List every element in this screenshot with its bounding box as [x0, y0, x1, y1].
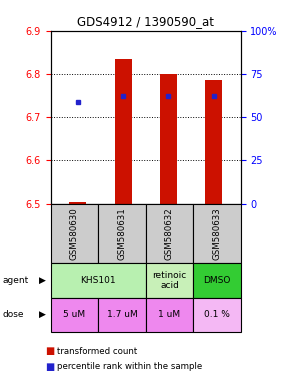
Text: KHS101: KHS101 — [80, 276, 116, 285]
Text: GSM580631: GSM580631 — [117, 207, 126, 260]
Bar — [69, 202, 86, 204]
Text: GSM580630: GSM580630 — [70, 207, 79, 260]
Text: percentile rank within the sample: percentile rank within the sample — [57, 362, 202, 371]
Text: transformed count: transformed count — [57, 347, 137, 356]
Text: ■: ■ — [45, 346, 54, 356]
Text: ▶: ▶ — [39, 276, 46, 285]
Bar — [160, 74, 177, 204]
Bar — [205, 79, 222, 204]
Text: dose: dose — [3, 310, 24, 319]
Text: retinoic
acid: retinoic acid — [152, 271, 186, 290]
Text: 1.7 uM: 1.7 uM — [107, 310, 137, 319]
Text: GSM580633: GSM580633 — [213, 207, 222, 260]
Text: DMSO: DMSO — [203, 276, 231, 285]
Text: ■: ■ — [45, 362, 54, 372]
Text: 0.1 %: 0.1 % — [204, 310, 230, 319]
Title: GDS4912 / 1390590_at: GDS4912 / 1390590_at — [77, 15, 214, 28]
Text: 1 uM: 1 uM — [158, 310, 181, 319]
Text: agent: agent — [3, 276, 29, 285]
Bar — [115, 59, 132, 204]
Text: GSM580632: GSM580632 — [165, 207, 174, 260]
Text: 5 uM: 5 uM — [64, 310, 86, 319]
Text: ▶: ▶ — [39, 310, 46, 319]
